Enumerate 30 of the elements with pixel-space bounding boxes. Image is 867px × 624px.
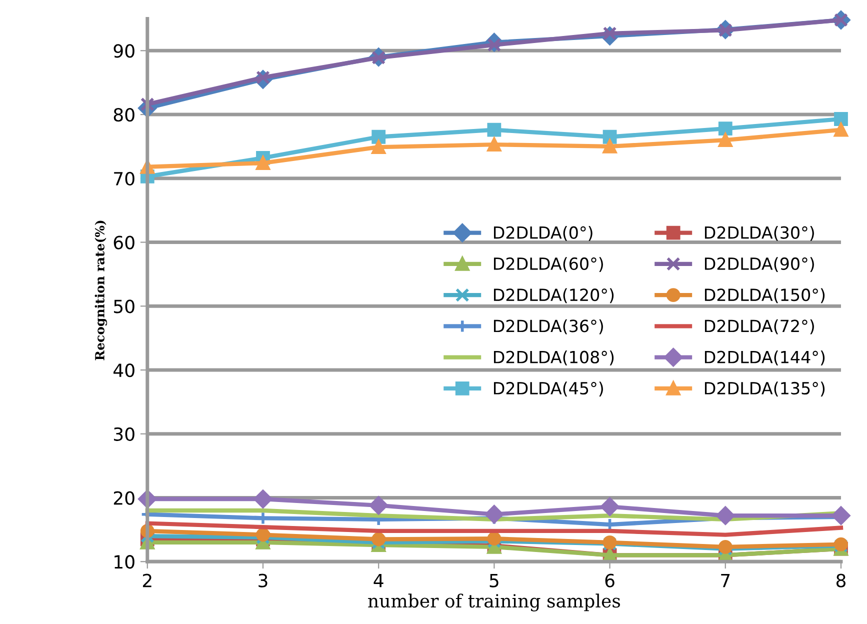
- x-axis-title: number of training samples: [368, 594, 620, 612]
- legend-label: D2DLDA(90°): [704, 257, 814, 272]
- legend-label: D2DLDA(144°): [704, 350, 825, 366]
- legend-label: D2DLDA(135°): [704, 382, 825, 396]
- x-tick-label: 5: [490, 574, 498, 588]
- legend-label: D2DLDA(45°): [494, 382, 603, 396]
- legend-label: D2DLDA(108°): [494, 350, 614, 366]
- y-tick-label: 20: [114, 491, 134, 505]
- y-tick-label: 90: [114, 44, 134, 58]
- y-tick-label: 60: [114, 236, 134, 250]
- legend-label: D2DLDA(30°): [704, 226, 814, 241]
- legend-label: D2DLDA(0°): [494, 226, 592, 241]
- y-tick-label: 70: [114, 172, 134, 186]
- legend-label: D2DLDA(150°): [704, 288, 825, 304]
- x-tick-label: 3: [258, 574, 268, 588]
- legend-label: D2DLDA(120°): [494, 288, 614, 304]
- y-tick-label: 40: [113, 363, 134, 378]
- y-tick-label: 10: [114, 555, 134, 569]
- x-tick-label: 8: [836, 574, 846, 588]
- y-tick-label: 50: [114, 300, 134, 314]
- x-tick-label: 4: [374, 574, 384, 588]
- legend-label: D2DLDA(36°): [494, 319, 603, 334]
- x-tick-label: 2: [142, 574, 152, 588]
- y-tick-label: 80: [114, 108, 134, 122]
- legend-label: D2DLDA(60°): [494, 257, 603, 272]
- legend-label: D2DLDA(72°): [704, 319, 814, 334]
- x-tick-label: 7: [721, 574, 730, 588]
- y-axis-title: Recognition rate(%): [94, 220, 108, 360]
- y-tick-label: 30: [114, 427, 134, 441]
- x-tick-label: 6: [605, 574, 614, 588]
